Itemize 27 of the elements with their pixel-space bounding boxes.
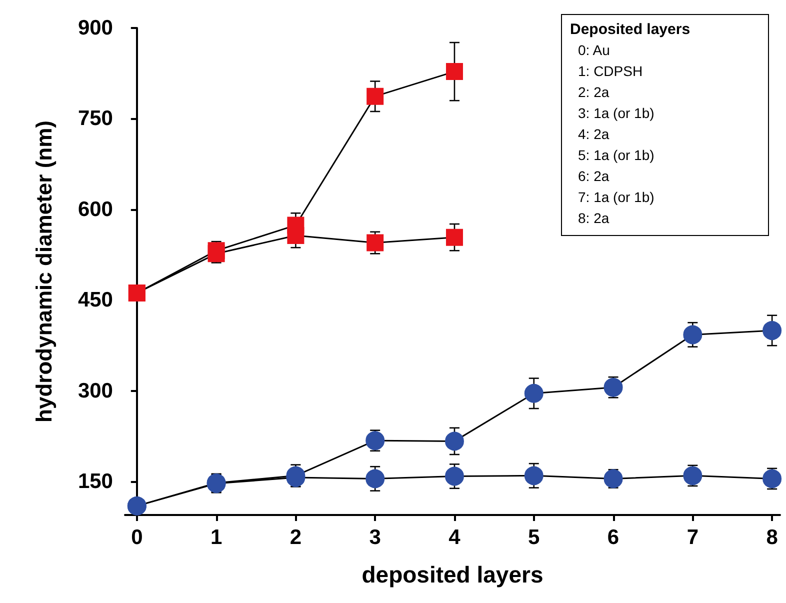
x-axis-title: deposited layers (362, 562, 544, 588)
x-tick-label: 2 (290, 526, 302, 549)
annotation: 7: 1a (or 1b) (577, 188, 656, 207)
y-tick-label: 450 (78, 288, 113, 312)
y-axis-title: hydrodynamic diameter (nm) (32, 120, 56, 422)
annotation: 4: 2a (577, 125, 610, 144)
y-tick-label: 900 (78, 16, 113, 40)
x-tick-label: 3 (369, 526, 381, 549)
annotation: 2: 2a (577, 83, 610, 102)
x-tick-label: 6 (607, 526, 620, 549)
x-tick-label: 1 (210, 526, 222, 549)
annotation: 3: 1a (or 1b) (577, 104, 656, 123)
annotation: 0: Au (577, 41, 611, 60)
annotation: 6: 2a (577, 167, 610, 186)
x-tick-label: 8 (766, 526, 778, 549)
x-tick-label: 0 (131, 526, 143, 549)
annotation: 8: 2a (577, 209, 610, 228)
annotation: Deposited layers (570, 20, 692, 40)
y-tick-label: 600 (78, 198, 113, 221)
x-tick-label: 4 (448, 526, 461, 549)
x-tick-label: 7 (686, 526, 699, 549)
annotation: 1: CDPSH (577, 62, 644, 81)
y-tick-label: 150 (78, 470, 113, 494)
x-tick-label: 5 (528, 526, 540, 549)
y-tick-label: 750 (78, 107, 113, 130)
annotation: 5: 1a (or 1b) (577, 146, 656, 165)
y-tick-label: 300 (78, 379, 113, 402)
